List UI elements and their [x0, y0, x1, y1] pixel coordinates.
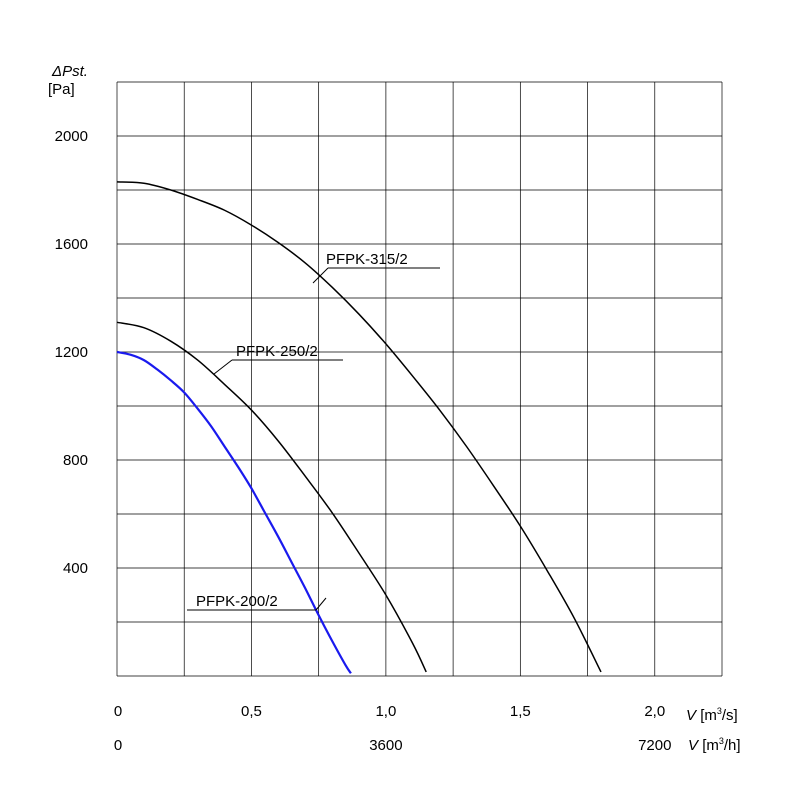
x-axis-label-primary-var: V [686, 707, 698, 724]
x-tick-label-secondary: 0 [114, 737, 122, 754]
series-line-pfpk-315-2 [116, 181, 602, 673]
x-tick-label-primary: 0 [114, 703, 122, 720]
x-tick-label-primary: 0,5 [241, 703, 262, 720]
unit-superscript: 3 [717, 706, 722, 716]
x-axis-unit-secondary: [m3/h] [702, 736, 740, 754]
x-axis-label-secondary: V [m3/h] [688, 736, 741, 754]
series-line-pfpk-250-2 [116, 321, 427, 673]
tick-labels: 400 800 1200 1600 2000 0 0,5 1,0 1,5 2,0 0 3600 7200 [55, 128, 672, 754]
unit-superscript: 3 [719, 736, 724, 746]
x-axis-label-secondary-var: V [688, 737, 700, 754]
series-label-pfpk-250-2: PFPK-250/2 [236, 343, 318, 360]
unit-part: /s] [722, 707, 738, 724]
series-line-pfpk-200-2 [116, 350, 352, 674]
x-axis-label-primary: V [m3/s] [686, 706, 738, 724]
annotation-leader [315, 597, 327, 611]
y-axis-unit: [Pa] [48, 81, 75, 98]
unit-part: [m [702, 737, 719, 754]
unit-part: /h] [724, 737, 741, 754]
series-label-pfpk-200-2: PFPK-200/2 [196, 593, 278, 610]
y-axis-label: ΔPst. [51, 63, 88, 80]
annotation-leader [213, 359, 233, 375]
annotation-layer: PFPK-315/2 PFPK-250/2 PFPK-200/2 [187, 251, 440, 611]
y-tick-label: 400 [63, 560, 88, 577]
x-tick-label-primary: 1,0 [375, 703, 396, 720]
y-tick-label: 1200 [55, 344, 88, 361]
annotation-leader [312, 267, 329, 284]
x-tick-label-primary: 2,0 [644, 703, 665, 720]
unit-part: [m [700, 707, 717, 724]
x-tick-label-primary: 1,5 [510, 703, 531, 720]
plot-grid [116, 81, 723, 677]
series-label-pfpk-315-2: PFPK-315/2 [326, 251, 408, 268]
x-tick-label-secondary: 7200 [638, 737, 671, 754]
y-axis-label-text: ΔPst. [51, 63, 88, 80]
y-tick-label: 2000 [55, 128, 88, 145]
y-tick-label: 1600 [55, 236, 88, 253]
series-layer [116, 181, 602, 674]
y-tick-label: 800 [63, 452, 88, 469]
x-axis-unit-primary: [m3/s] [700, 706, 738, 724]
x-tick-label-secondary: 3600 [369, 737, 402, 754]
